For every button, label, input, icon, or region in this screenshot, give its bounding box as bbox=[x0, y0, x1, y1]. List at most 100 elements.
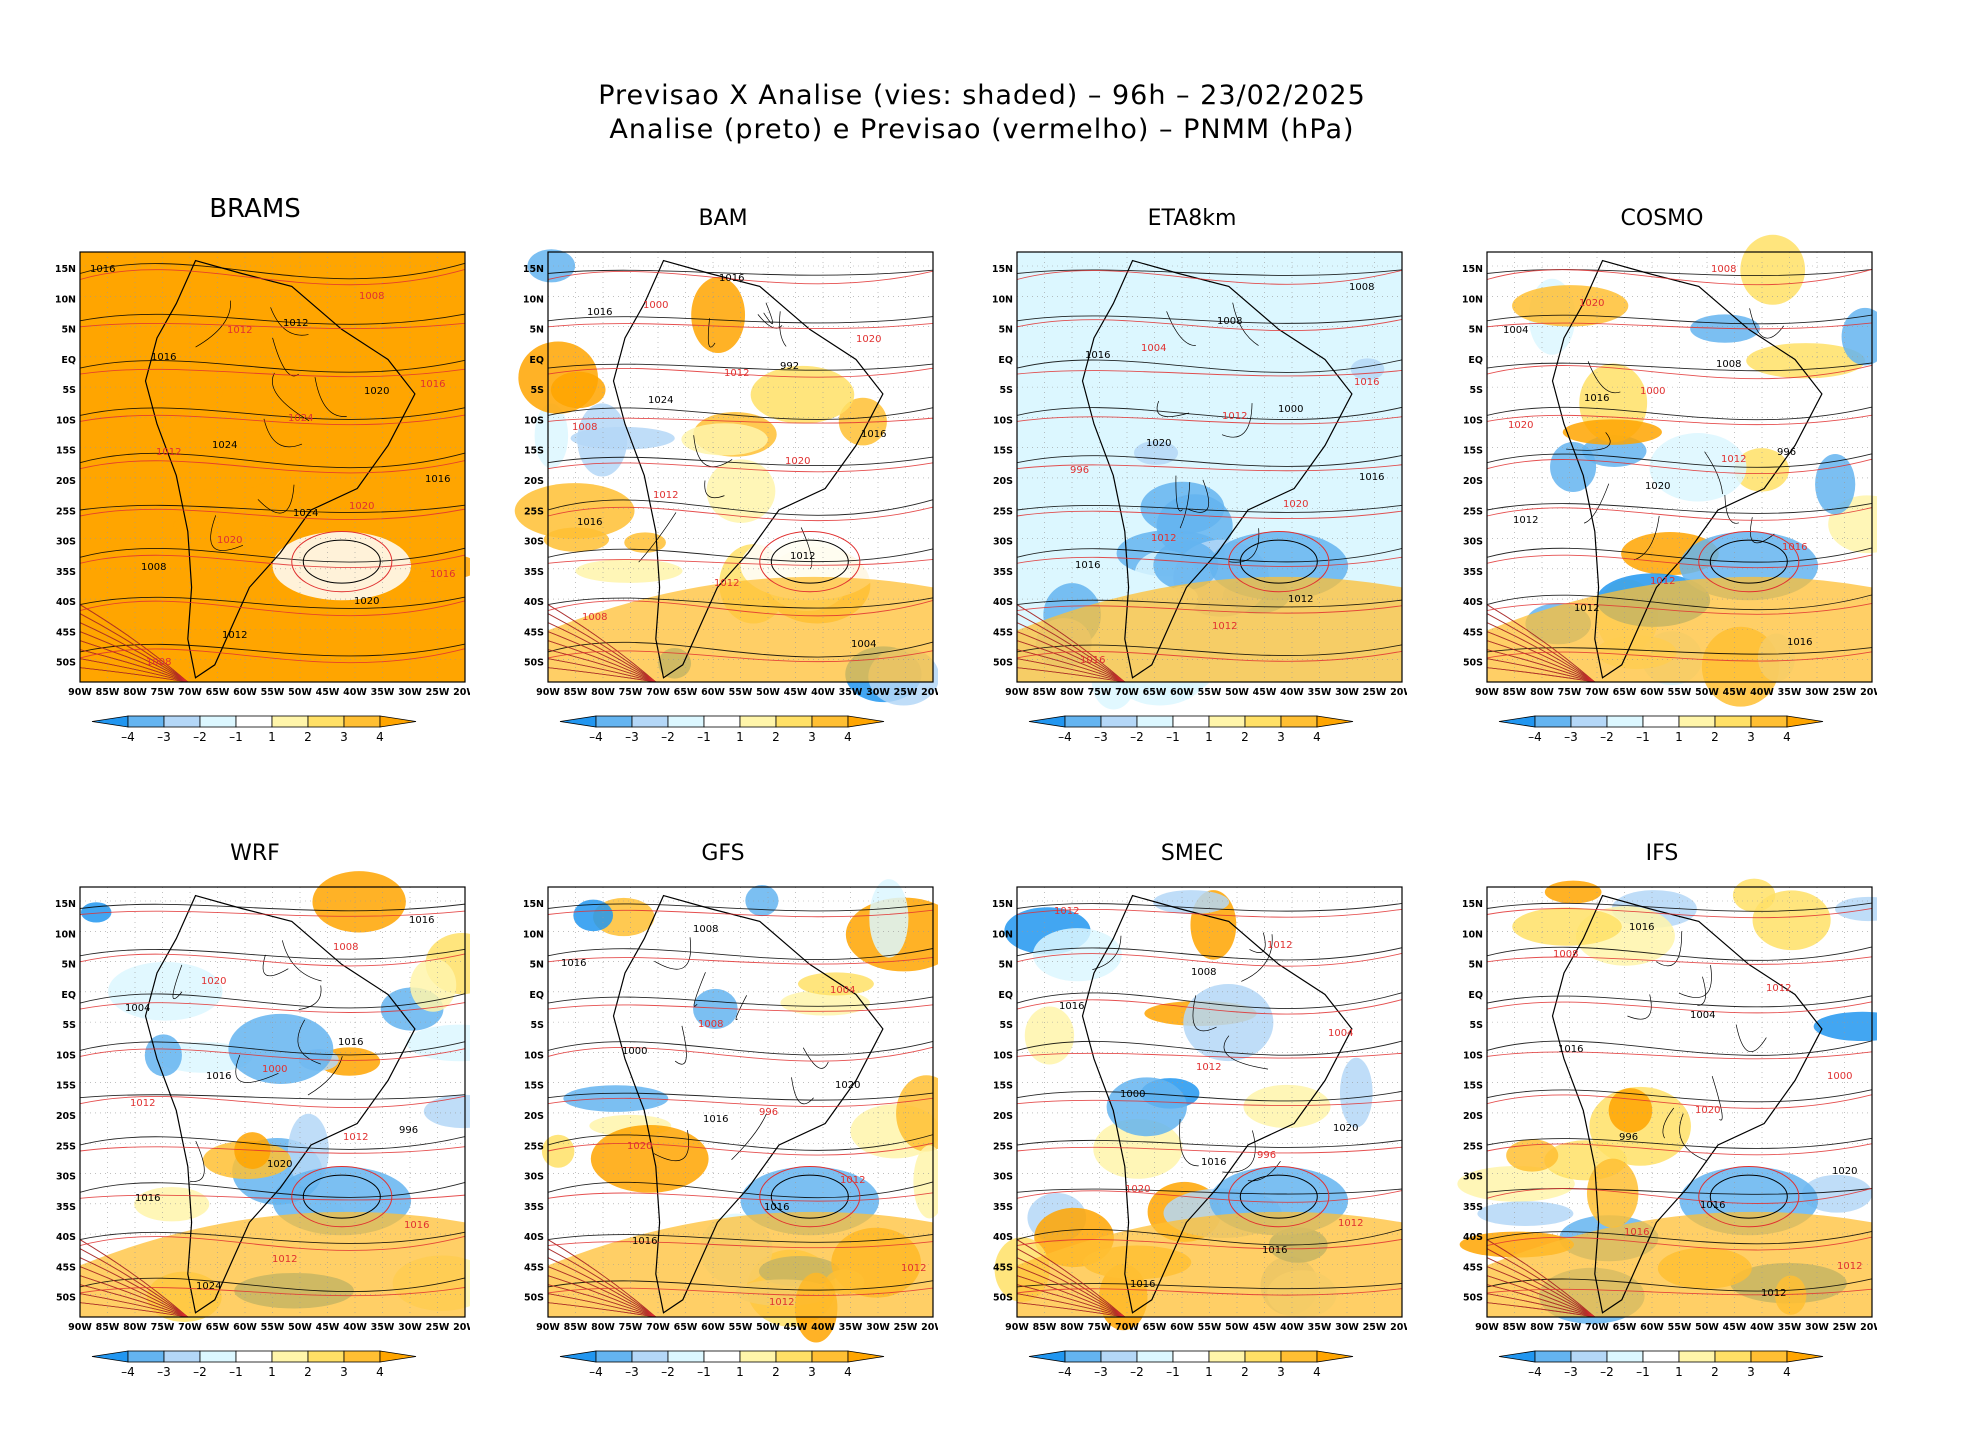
forecast-isobar bbox=[291, 1166, 393, 1228]
analysis-isobar bbox=[1486, 269, 1873, 277]
bias-shade bbox=[541, 1134, 575, 1168]
lat-tick-label: 45S bbox=[1463, 1262, 1483, 1273]
lat-tick-label: 5N bbox=[61, 960, 76, 971]
analysis-isobar bbox=[547, 1233, 934, 1243]
analysis-isobar bbox=[1016, 599, 1403, 608]
country-border bbox=[1175, 475, 1183, 512]
forecast-isobar bbox=[1016, 1288, 1403, 1296]
map-plot: 1016 1012 1016 1012 1016 1012 1020 1020 1016 1012… bbox=[992, 886, 1407, 1379]
isobar-label: 1012 bbox=[714, 578, 739, 589]
forecast-isobar bbox=[1486, 414, 1873, 426]
lon-tick-label: 85W bbox=[1033, 1322, 1057, 1333]
isobar-label: 1020 bbox=[785, 456, 810, 467]
lon-tick-label: 20W bbox=[453, 687, 470, 698]
country-border bbox=[707, 318, 716, 348]
isobar-label: 1012 bbox=[1212, 621, 1237, 632]
colorbar-segment bbox=[1498, 715, 1536, 728]
country-border bbox=[693, 435, 733, 468]
forecast-isobar bbox=[547, 559, 934, 566]
colorbar: –4 –3 –2 –1 1 2 3 4 bbox=[1028, 1350, 1354, 1379]
map-frame bbox=[1486, 886, 1873, 1318]
lat-tick-label: 10S bbox=[56, 415, 76, 426]
analysis-isobar bbox=[79, 1182, 466, 1198]
lon-tick-label: 55W bbox=[1668, 687, 1692, 698]
forecast-isobar bbox=[1016, 1146, 1403, 1154]
country-border bbox=[1221, 403, 1253, 438]
colorbar-segment bbox=[163, 1350, 201, 1363]
colorbar-label: 4 bbox=[376, 1365, 384, 1379]
colorbar-label: –2 bbox=[661, 730, 675, 744]
bias-shade bbox=[1153, 890, 1230, 915]
colorbar-segment bbox=[595, 1350, 633, 1363]
forecast-isobar bbox=[79, 613, 189, 683]
lat-tick-label: 15S bbox=[1463, 446, 1483, 457]
analysis-isobar bbox=[1016, 359, 1403, 373]
bias-shade bbox=[1752, 890, 1831, 951]
forecast-isobar bbox=[1016, 605, 1403, 614]
country-border bbox=[1166, 311, 1196, 346]
isobar-label: 1008 bbox=[1711, 264, 1736, 275]
colorbar-segment bbox=[1750, 1350, 1788, 1363]
lat-tick-label: 15S bbox=[1463, 1081, 1483, 1092]
lon-tick-label: 75W bbox=[1558, 687, 1582, 698]
colorbar-segment bbox=[1028, 715, 1066, 728]
colorbar-label: 4 bbox=[844, 730, 852, 744]
panel-title: ETA8km bbox=[1147, 206, 1237, 231]
forecast-isobar bbox=[1016, 510, 1403, 519]
isobar-label: 1004 bbox=[1503, 325, 1528, 336]
forecast-isobar bbox=[1486, 907, 1873, 919]
lat-tick-label: 40S bbox=[524, 1232, 544, 1243]
bias-shade bbox=[275, 338, 392, 384]
bias-shade bbox=[167, 428, 283, 492]
lon-tick-label: 75W bbox=[1088, 687, 1112, 698]
bias-shade bbox=[691, 277, 746, 353]
colorbar-label: 1 bbox=[1205, 730, 1213, 744]
bias-shade bbox=[745, 884, 779, 917]
country-border bbox=[257, 484, 295, 514]
isobar-label: 1020 bbox=[349, 501, 374, 512]
colorbar-segment bbox=[307, 715, 345, 728]
analysis-isobar bbox=[1016, 1283, 1403, 1290]
colorbar-label: –1 bbox=[1166, 1365, 1180, 1379]
lon-tick-label: 60W bbox=[701, 1322, 725, 1333]
isobar-label: 1012 bbox=[769, 1297, 794, 1308]
isobar-label: 996 bbox=[1257, 1150, 1276, 1161]
isobar-label: 1004 bbox=[830, 985, 855, 996]
isobar-label: 1016 bbox=[632, 1236, 657, 1247]
lon-tick-label: 90W bbox=[536, 687, 560, 698]
lon-tick-label: 35W bbox=[371, 1322, 395, 1333]
bias-shade bbox=[172, 514, 266, 536]
map-plot: 1016 1012 1016 1012 1016 1020 1016 1012 1020 1016… bbox=[55, 871, 470, 1379]
analysis-isobar bbox=[1486, 1089, 1873, 1103]
lat-tick-label: 35S bbox=[993, 567, 1013, 578]
colorbar-label: –4 bbox=[1058, 730, 1072, 744]
bias-shade bbox=[1835, 896, 1877, 922]
forecast-isobar bbox=[1486, 1236, 1873, 1251]
colorbar-segment bbox=[847, 715, 885, 728]
lon-tick-label: 40W bbox=[1280, 1322, 1304, 1333]
forecast-isobar bbox=[1486, 631, 1595, 683]
country-border bbox=[1247, 1161, 1281, 1182]
isobar-label: 1020 bbox=[1832, 1166, 1857, 1177]
isobar-label: 1020 bbox=[1333, 1123, 1358, 1134]
lon-tick-label: 55W bbox=[1198, 687, 1222, 698]
forecast-isobar bbox=[547, 367, 934, 378]
colorbar-segment bbox=[199, 715, 237, 728]
lat-tick-label: 10N bbox=[55, 929, 76, 940]
bias-shade bbox=[1512, 907, 1622, 946]
bias-shade bbox=[108, 961, 223, 1021]
country-border bbox=[1179, 482, 1191, 529]
analysis-isobar bbox=[1486, 1231, 1873, 1245]
lon-tick-label: 20W bbox=[1860, 687, 1877, 698]
country-border bbox=[270, 307, 309, 336]
forecast-isobar bbox=[1016, 908, 1403, 918]
forecast-isobar bbox=[1016, 1248, 1126, 1318]
colorbar-label: –3 bbox=[157, 730, 171, 744]
map-frame bbox=[1016, 886, 1403, 1318]
country-border bbox=[757, 314, 783, 329]
country-border bbox=[235, 1054, 279, 1083]
lat-tick-label: 10N bbox=[1462, 294, 1483, 305]
colorbar-segment bbox=[595, 715, 633, 728]
colorbar-segment bbox=[631, 715, 669, 728]
forecast-isobar bbox=[79, 460, 466, 474]
